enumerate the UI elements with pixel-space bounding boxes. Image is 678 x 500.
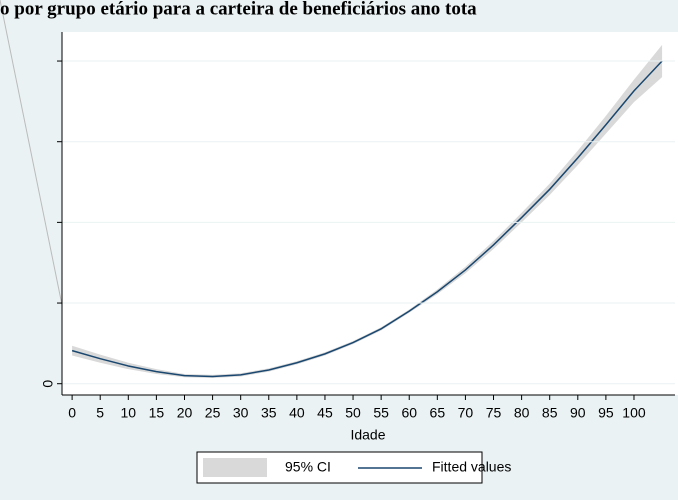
x-tick-label: 60 xyxy=(401,405,417,421)
x-tick-label: 100 xyxy=(622,405,646,421)
legend-swatch xyxy=(203,458,267,477)
x-tick-label: 55 xyxy=(373,405,389,421)
x-tick-label: 40 xyxy=(289,405,305,421)
x-tick-label: 30 xyxy=(233,405,249,421)
x-tick-label: 65 xyxy=(430,405,446,421)
legend-label: 95% CI xyxy=(285,459,331,475)
plot-area xyxy=(62,32,678,395)
x-tick-label: 15 xyxy=(149,405,165,421)
legend-label: Fitted values xyxy=(432,459,511,475)
x-tick-label: 95 xyxy=(598,405,614,421)
y-tick-label: 0 xyxy=(40,380,56,388)
x-tick-label: 90 xyxy=(570,405,586,421)
x-tick-label: 50 xyxy=(345,405,361,421)
x-tick-label: 80 xyxy=(514,405,530,421)
x-tick-label: 0 xyxy=(68,405,76,421)
edge-artifact xyxy=(0,0,63,306)
x-tick-label: 25 xyxy=(205,405,221,421)
x-tick-label: 45 xyxy=(317,405,333,421)
x-axis-label: Idade xyxy=(350,427,385,443)
plot xyxy=(71,44,663,379)
x-tick-label: 85 xyxy=(542,405,558,421)
x-tick-label: 70 xyxy=(458,405,474,421)
x-tick-label: 75 xyxy=(486,405,502,421)
fitted-line xyxy=(71,60,663,378)
x-tick-label: 10 xyxy=(121,405,137,421)
x-tick-label: 5 xyxy=(96,405,104,421)
x-tick-label: 20 xyxy=(177,405,193,421)
chart-title: o por grupo etário para a carteira de be… xyxy=(0,0,477,19)
legend: 95% CI Fitted values xyxy=(196,451,511,484)
x-tick-label: 35 xyxy=(261,405,277,421)
